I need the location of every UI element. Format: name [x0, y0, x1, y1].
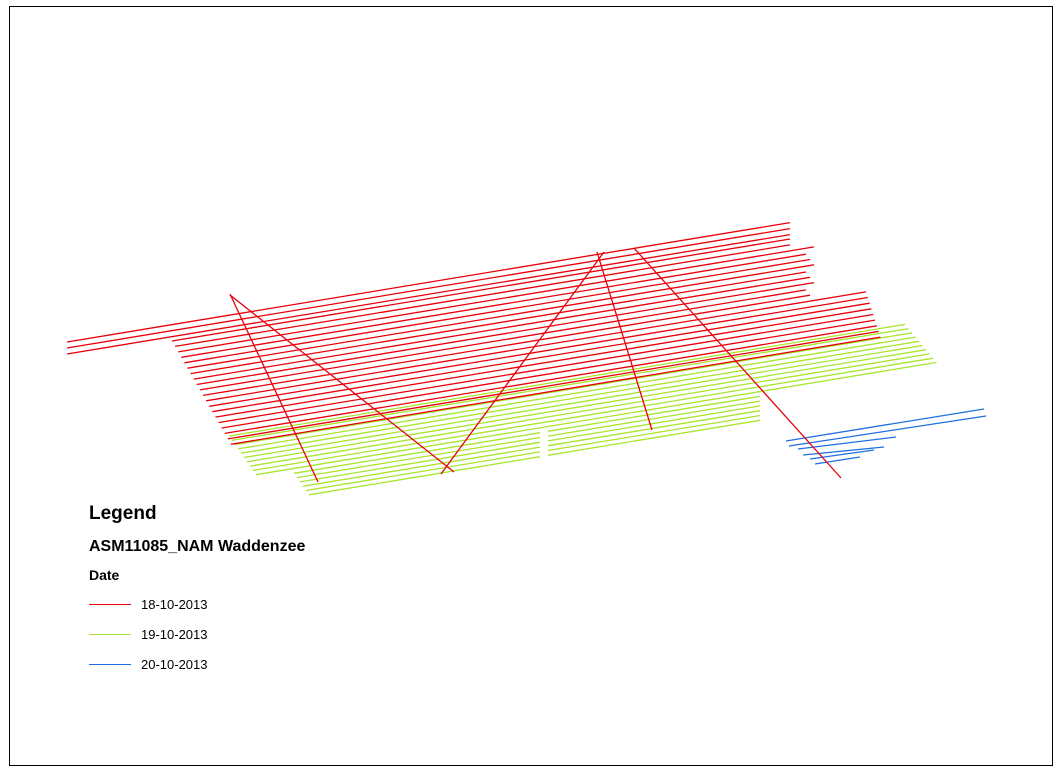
- survey-lines-18-10-2013: [66, 221, 881, 483]
- survey-line: [547, 410, 761, 447]
- survey-line: [66, 233, 791, 355]
- survey-line: [547, 414, 761, 452]
- survey-line: [299, 441, 541, 483]
- survey-line: [814, 456, 861, 465]
- survey-line: [209, 296, 868, 407]
- survey-line: [196, 281, 815, 386]
- survey-line: [547, 405, 761, 442]
- survey-line: [224, 325, 877, 435]
- legend-class-item: 18-10-2013: [89, 589, 305, 619]
- survey-line: [797, 436, 897, 450]
- survey-line: [547, 400, 761, 437]
- survey-line: [174, 244, 791, 348]
- survey-line: [296, 436, 541, 479]
- survey-line: [215, 308, 872, 418]
- survey-line: [178, 246, 815, 353]
- survey-line: [228, 323, 906, 437]
- survey-line: [190, 271, 807, 375]
- survey-line: [308, 456, 541, 496]
- survey-lines-19-10-2013: [228, 323, 937, 496]
- survey-line: [193, 276, 811, 380]
- cross-line: [229, 294, 455, 473]
- legend-class-list: 18-10-2013 19-10-2013 20-10-2013: [89, 589, 305, 679]
- survey-line: [230, 336, 881, 445]
- survey-line: [243, 344, 923, 459]
- survey-line: [184, 258, 811, 364]
- survey-line: [252, 357, 934, 472]
- legend-class-label: 20-10-2013: [141, 656, 208, 672]
- cross-line: [440, 251, 605, 475]
- survey-line: [199, 289, 807, 391]
- survey-line: [249, 353, 930, 467]
- legend-line-swatch: [89, 633, 131, 635]
- legend-layer-name: ASM11085_NAM Waddenzee: [89, 538, 306, 555]
- survey-line: [171, 238, 791, 342]
- map-legend: Legend ASM11085_NAM Waddenzee Date 18-10…: [89, 503, 305, 679]
- survey-lines-20-10-2013: [785, 408, 987, 465]
- legend-title: Legend: [89, 503, 157, 524]
- survey-line: [802, 446, 885, 456]
- survey-line: [547, 395, 761, 432]
- legend-line-swatch: [89, 663, 131, 665]
- survey-line: [785, 408, 985, 442]
- survey-line: [246, 349, 927, 463]
- survey-line: [187, 264, 815, 369]
- survey-line: [809, 449, 875, 460]
- survey-line: [234, 332, 913, 446]
- survey-line: [181, 253, 807, 358]
- survey-line: [218, 313, 874, 424]
- survey-line: [231, 327, 909, 441]
- survey-line: [227, 330, 879, 440]
- survey-line: [293, 432, 541, 474]
- survey-line: [221, 319, 876, 429]
- survey-line: [305, 451, 541, 492]
- cross-line: [596, 251, 653, 431]
- survey-line: [237, 336, 916, 450]
- legend-field-name: Date: [89, 567, 120, 583]
- survey-line: [240, 340, 920, 454]
- legend-line-swatch: [89, 603, 131, 605]
- legend-class-label: 18-10-2013: [141, 596, 208, 612]
- cross-line: [633, 247, 842, 479]
- survey-line: [205, 291, 867, 402]
- survey-line: [255, 361, 937, 476]
- survey-line: [66, 221, 791, 343]
- survey-line: [202, 294, 811, 397]
- legend-class-label: 19-10-2013: [141, 626, 208, 642]
- cross-line: [229, 293, 319, 483]
- survey-line: [788, 415, 987, 447]
- survey-line: [547, 419, 761, 456]
- survey-line: [66, 227, 791, 349]
- survey-line: [212, 302, 870, 413]
- survey-line: [302, 446, 541, 487]
- legend-class-item: 19-10-2013: [89, 619, 305, 649]
- legend-class-item: 20-10-2013: [89, 649, 305, 679]
